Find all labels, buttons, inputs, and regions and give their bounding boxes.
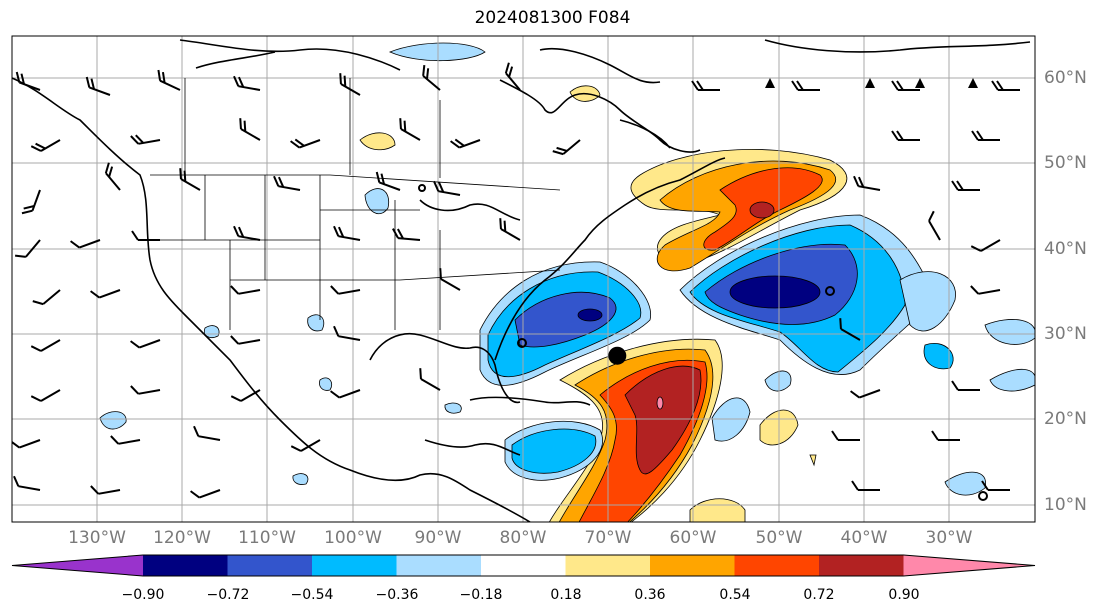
colorbar-tick: 0.72 (803, 587, 835, 603)
lat-label-10n: 10°N (1044, 495, 1087, 515)
colorbar-tick: −0.54 (290, 587, 334, 603)
lon-label-110w: 110°W (238, 528, 296, 548)
lon-label-50w: 50°W (755, 528, 803, 548)
lon-label-60w: 60°W (669, 528, 717, 548)
colorbar-tick: −0.18 (459, 587, 503, 603)
pennants (765, 78, 978, 88)
lat-label-30n: 30°N (1044, 324, 1087, 344)
colorbar-tick: 0.90 (888, 587, 920, 603)
lon-label-30w: 30°W (925, 528, 973, 548)
colorbar-tick: −0.90 (121, 587, 165, 603)
colorbar-tick: −0.72 (206, 587, 250, 603)
colorbar-bin (819, 555, 904, 576)
state-borders (150, 78, 561, 330)
colorbar-tick: 0.18 (550, 587, 582, 603)
colorbar-tick: 0.36 (634, 587, 666, 603)
lat-label-40n: 40°N (1044, 239, 1087, 259)
colorbar (11, 554, 1036, 577)
lon-label-130w: 130°W (68, 528, 126, 548)
colorbar-bin (734, 555, 819, 576)
lon-label-120w: 120°W (153, 528, 211, 548)
lon-label-40w: 40°W (840, 528, 888, 548)
colorbar-bin (143, 555, 228, 576)
colorbar-outline (11, 554, 1036, 577)
colorbar-bin (227, 555, 312, 576)
circle-markers (418, 184, 988, 501)
colorbar-extend-low (12, 555, 143, 576)
colorbar-bin (565, 555, 650, 576)
lon-label-90w: 90°W (414, 528, 462, 548)
colorbar-bin (481, 555, 566, 576)
colorbar-bin (312, 555, 397, 576)
lon-label-80w: 80°W (499, 528, 547, 548)
coastlines (12, 39, 1031, 522)
colorbar-bin (650, 555, 735, 576)
lat-label-50n: 50°N (1044, 153, 1087, 173)
map-frame (11, 35, 1036, 523)
lat-label-60n: 60°N (1044, 68, 1087, 88)
lon-label-70w: 70°W (584, 528, 632, 548)
colorbar-extend-high (903, 555, 1035, 576)
lon-label-100w: 100°W (324, 528, 382, 548)
colorbar-tick: 0.54 (719, 587, 751, 603)
colorbar-bin (396, 555, 481, 576)
storm-position-marker (608, 346, 627, 365)
lat-label-20n: 20°N (1044, 409, 1087, 429)
map-title: 2024081300 F084 (474, 8, 631, 28)
colorbar-tick: −0.36 (375, 587, 419, 603)
graticule (12, 36, 1035, 522)
